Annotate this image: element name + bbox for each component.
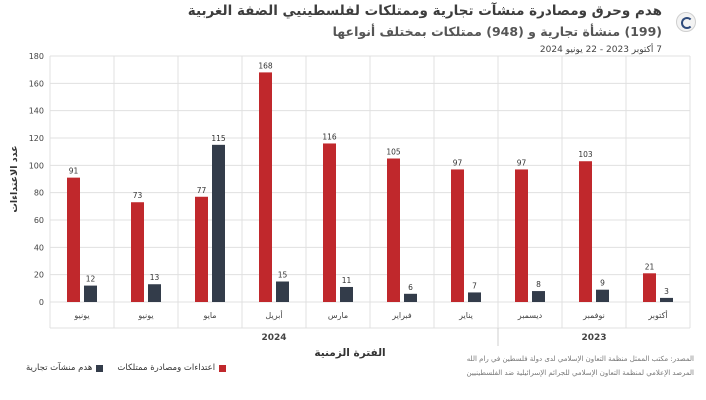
- bar-attacks: [643, 273, 656, 302]
- source-line-1: المصدر: مكتب الممثل منظمة التعاون الإسلا…: [466, 355, 694, 363]
- y-tick-label: 160: [29, 79, 44, 88]
- y-tick-label: 40: [34, 243, 44, 252]
- x-tick-label: يونيو: [137, 311, 153, 320]
- bar-demolitions: [468, 292, 481, 302]
- y-tick-label: 140: [29, 107, 44, 116]
- x-tick-label: ديسمبر: [517, 311, 543, 320]
- x-tick-label: أبريل: [265, 310, 282, 320]
- bar-attacks: [387, 158, 400, 302]
- bar-attacks: [259, 72, 272, 303]
- data-label-demolitions: 3: [664, 287, 669, 296]
- date-range: 7 أكتوبر 2023 - 22 يونيو 2024: [539, 45, 662, 55]
- chart-subtitle: (199) منشأة تجارية و (948) ممتلكات بمختل…: [332, 24, 662, 39]
- bar-attacks: [131, 202, 144, 302]
- y-tick-label: 20: [34, 271, 44, 280]
- data-label-attacks: 91: [69, 167, 79, 176]
- bar-demolitions: [340, 286, 353, 302]
- bar-demolitions: [148, 284, 161, 302]
- data-label-attacks: 77: [197, 186, 207, 195]
- bar-attacks: [451, 169, 464, 302]
- legend-label-attacks: اعتداءات ومصادرة ممتلكات: [117, 363, 216, 373]
- bar-demolitions: [212, 144, 225, 302]
- data-label-attacks: 21: [645, 262, 655, 271]
- legend-swatch-red: [219, 364, 227, 372]
- data-label-attacks: 73: [133, 191, 143, 200]
- y-tick-label: 180: [29, 52, 44, 61]
- x-tick-label: نوفمبر: [582, 311, 605, 320]
- bar-demolitions: [404, 293, 417, 302]
- x-tick-label: مايو: [202, 311, 216, 320]
- bar-attacks: [195, 196, 208, 302]
- legend-item-demolitions: هدم منشآت تجارية: [26, 363, 104, 373]
- y-tick-label: 80: [34, 189, 44, 198]
- legend-swatch-dark: [96, 364, 104, 372]
- data-label-attacks: 97: [517, 158, 527, 167]
- bar-demolitions: [84, 285, 97, 302]
- x-tick-label: فبراير: [391, 311, 412, 320]
- bar-demolitions: [660, 297, 673, 302]
- chart-header: هدم وحرق ومصادرة منشآت تجارية وممتلكات ل…: [0, 0, 706, 66]
- bar-attacks: [515, 169, 528, 302]
- bar-attacks: [323, 143, 336, 302]
- data-label-attacks: 97: [453, 158, 463, 167]
- legend-item-attacks: اعتداءات ومصادرة ممتلكات: [117, 363, 227, 373]
- data-label-attacks: 168: [258, 61, 273, 70]
- year-label: 2023: [581, 333, 606, 343]
- x-tick-label: أكتوبر: [647, 310, 667, 320]
- x-tick-label: يونيو: [73, 311, 89, 320]
- data-label-demolitions: 6: [408, 283, 413, 292]
- data-label-demolitions: 8: [536, 280, 541, 289]
- y-axis-title: عدد الاعتداءات: [9, 145, 20, 212]
- y-tick-label: 0: [39, 298, 44, 307]
- bar-demolitions: [532, 291, 545, 302]
- chart-title: هدم وحرق ومصادرة منشآت تجارية وممتلكات ل…: [187, 3, 662, 19]
- data-label-demolitions: 9: [600, 279, 605, 288]
- y-tick-label: 100: [29, 161, 44, 170]
- x-axis-title: الفترة الزمنية: [314, 347, 385, 359]
- data-label-demolitions: 11: [342, 276, 352, 285]
- data-label-demolitions: 13: [150, 273, 160, 282]
- data-label-attacks: 105: [386, 148, 401, 157]
- bar-demolitions: [276, 281, 289, 302]
- bar-demolitions: [596, 289, 609, 302]
- bar-attacks: [579, 161, 592, 302]
- data-label-demolitions: 7: [472, 281, 477, 290]
- year-label: 2024: [261, 333, 286, 343]
- y-tick-label: 60: [34, 216, 44, 225]
- x-tick-label: مارس: [328, 311, 348, 320]
- data-label-attacks: 116: [322, 132, 337, 141]
- x-tick-label: يناير: [458, 311, 473, 320]
- y-tick-label: 120: [29, 134, 44, 143]
- data-label-demolitions: 12: [86, 275, 96, 284]
- data-label-demolitions: 15: [278, 271, 288, 280]
- data-label-demolitions: 115: [211, 134, 226, 143]
- source-line-2: المرصد الإعلامي لمنظمة التعاون الإسلامي …: [466, 369, 694, 377]
- bar-attacks: [67, 177, 80, 302]
- chart-legend: اعتداءات ومصادرة ممتلكات هدم منشآت تجاري…: [12, 363, 227, 373]
- oic-logo-icon: [676, 12, 696, 32]
- data-label-attacks: 103: [578, 150, 593, 159]
- legend-label-demolitions: هدم منشآت تجارية: [26, 363, 93, 373]
